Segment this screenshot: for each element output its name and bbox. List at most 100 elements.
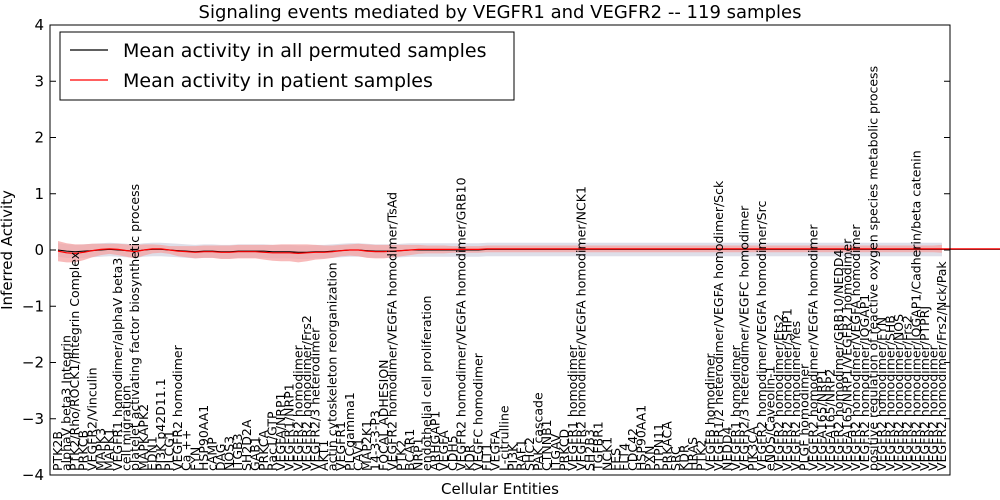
x-category-label: actin cytoskeleton reorganization [325, 262, 340, 471]
x-category-label: VEGFR2 homodimer/VEGFA homodimer/GRB10 [453, 177, 468, 471]
x-category-label: FLT1 [479, 443, 494, 471]
x-category-label: NOS3 [222, 436, 237, 471]
x-category-label: FOCAL ADHESION [376, 359, 391, 471]
x-category-label: eNOS/Caveolin-1 [762, 366, 777, 471]
legend: Mean activity in all permuted samples Me… [59, 31, 515, 101]
x-category-label: VEGFR2 homodimer/Ets2 [771, 314, 786, 471]
x-category-label: VEGFR2 homodimer/Yes [788, 321, 803, 471]
x-category-label: VEGFR2 homodimer/PTPRJ [917, 306, 932, 471]
x-category-label: PRKACA [659, 421, 674, 471]
x-category-label: platelet activating factor biosynthetic … [127, 184, 142, 471]
x-category-label: CTNNB1 [539, 419, 554, 471]
x-category-label: VEGFR1 homodimer/alphaV beta3 [110, 258, 125, 471]
x-category-label: VEGFR2/Vinculin [84, 367, 99, 471]
x-category-label: PLCgamma1 [342, 392, 357, 471]
x-category-label: PIK3CA [745, 426, 760, 471]
x-category-label: VEGFR1/NRP1 [282, 383, 297, 471]
x-category-label: PTK2B [50, 431, 65, 471]
x-category-label: CDC42 [625, 428, 640, 471]
x-category-label: VEGFA [436, 430, 451, 471]
x-category-label: VEGFA [488, 430, 503, 471]
x-category-label: MAPK1 [102, 428, 117, 471]
x-category-label: GAB1 [247, 436, 262, 471]
x-category-label: VEGFA/NRP1 [273, 393, 288, 471]
legend-label-permuted: Mean activity in all permuted samples [123, 40, 486, 62]
x-category-label: PRKCD [556, 429, 571, 471]
x-category-label: cAMP [205, 437, 220, 471]
y-tick-label: −4 [22, 466, 44, 484]
x-category-label: endothelial cell proliferation [419, 296, 434, 471]
series-line-patient [57, 248, 1000, 255]
x-category-label: ITGAV [548, 433, 563, 471]
x-category-label: VEGFR2 homodimer/GRB10/NEDD4 [831, 249, 846, 471]
x-category-label: L-citrulline [496, 405, 511, 471]
x-category-label: VEGFR1/2 heterodimer/VEGFA homodimer/Sck [711, 180, 726, 471]
x-category-label: VEGFR2 homodimer/VEGFA homodimer/NCK1 [574, 186, 589, 471]
x-category-label: positive regulation of reactive oxygen s… [865, 66, 880, 471]
x-category-label: RAF1 [514, 439, 529, 471]
x-category-label: PTK2 [694, 440, 709, 471]
x-category-label: VEGFR2 homodimer/VEGFA homodimer/Src [754, 201, 769, 471]
x-category-label: PTK2/Rho/ROCK1/Integrin Complex [67, 252, 82, 471]
y-tick-label: 0 [34, 241, 44, 259]
legend-label-patient: Mean activity in patient samples [123, 70, 433, 92]
x-category-label: PRKCA [256, 430, 271, 471]
x-category-label: Ca ++ [179, 430, 194, 471]
x-category-label: VEGFR2 homodimer/Frs2 [900, 315, 915, 471]
x-category-label: VEGFR2 homodimer/NOS [891, 314, 906, 471]
x-category-label: SRC [668, 446, 683, 471]
patient-confidence-band [58, 241, 942, 263]
x-category-label: VEGFA165/NRP1 [814, 369, 829, 471]
x-category-label: VEGFR2 homodimer/Frs2/Nck/Pak [934, 261, 949, 471]
x-category-label: VEGFR1 homodimer [565, 344, 580, 471]
x-category-label: PI3K p42D11.1 [153, 378, 168, 471]
x-category-label: BCAR1 [402, 429, 417, 471]
x-category-label: VEGFA165/NRP2 [822, 369, 837, 471]
x-category-label: ITGB3 [230, 433, 245, 471]
chart-title: Signaling events mediated by VEGFR1 and … [199, 2, 802, 23]
x-category-label: DAG [213, 444, 228, 471]
x-category-label: VEGFR2 homodimer/SHP1 [780, 308, 795, 471]
x-category-label: PLCG1 [162, 430, 177, 471]
x-category-label: CDH5 [445, 435, 460, 471]
x-category-label: KDR [462, 444, 477, 471]
x-category-label: VEGFR2/3 heterodimer/VEGFC homodimer [737, 205, 752, 471]
x-category-label: EDN1 [144, 436, 159, 471]
x-category-label: PAK cascade [531, 392, 546, 471]
x-category-label: MAPKAPK2 [136, 404, 151, 471]
x-category-label: VEGFR2 homodimer [925, 344, 940, 471]
x-category-label: VEGFB homodimer [702, 352, 717, 471]
x-category-label: VEGFR1 [333, 421, 348, 471]
x-category-label: FLT4 [616, 443, 631, 471]
x-category-label: Rac1/GTP [265, 411, 280, 471]
x-category-label: VEGFR2 homodimer/IQGAP1/Cadherin/beta ca… [908, 150, 923, 471]
y-tick-label: 1 [34, 185, 44, 203]
legend-box [59, 31, 515, 101]
y-tick-label: 2 [34, 129, 44, 147]
y-tick-label: 4 [34, 16, 44, 34]
x-category-label: TGFBR1 [591, 421, 606, 472]
x-category-label: VEGFR2 homodimer [170, 344, 185, 471]
x-category-label: PLGF homodimer [797, 363, 812, 471]
x-category-label: NEDD4 [719, 427, 734, 471]
x-category-label: FES [608, 448, 623, 471]
x-category-label: HSP90AA1 [196, 405, 211, 471]
x-category-label: VEGFR2 homodimer [290, 344, 305, 471]
x-category-label: NCK1 [599, 437, 614, 471]
x-category-label: VEGFR2 homodimer/IQGAP1 [857, 294, 872, 471]
x-category-label: HRAS [685, 437, 700, 471]
x-axis-label: Cellular Entities [441, 480, 559, 498]
x-category-label: alphaV beta3 Integrin [59, 335, 74, 471]
x-category-label: VEGFR2 homodimer/VEGFA homodimer/TsAd [385, 192, 400, 471]
x-category-label: VEGFR2 homodimer/FYN [874, 317, 889, 471]
x-category-label: NRP1 [411, 437, 426, 471]
x-category-label: MAP2K1 [359, 420, 374, 471]
y-tick-label: −2 [22, 354, 44, 372]
x-category-label: PXN [642, 446, 657, 471]
y-tick-label: −3 [22, 410, 44, 428]
x-category-label: 14-3-3-P3 [368, 410, 383, 471]
x-category-label: VEGFR2 homodimer/VEGFA homodimer [848, 224, 863, 471]
x-category-label: cell migration [119, 385, 134, 471]
x-category-label: PI3K [505, 443, 520, 471]
